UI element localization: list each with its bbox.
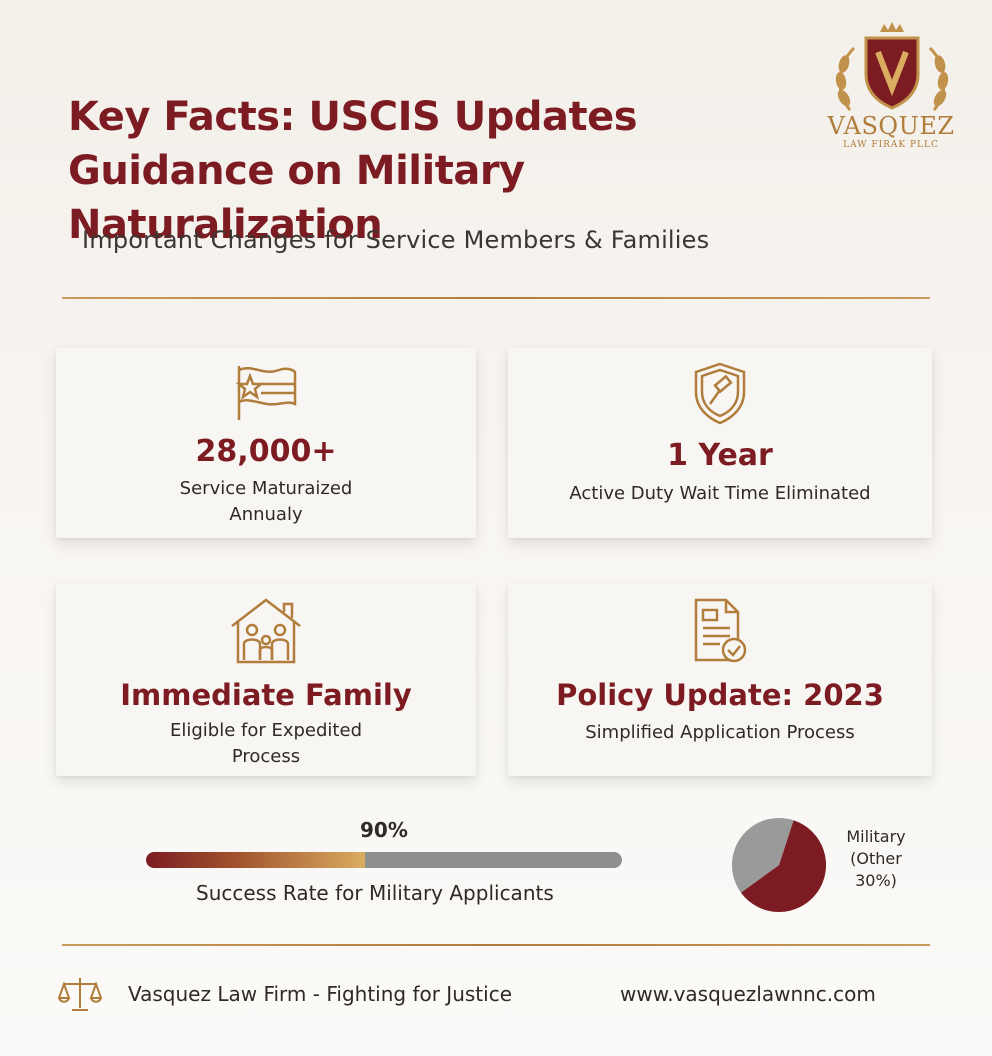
success-rate-bar-fill: [146, 852, 365, 868]
pie-slice-military: [740, 820, 827, 913]
fact-card-service-members: 28,000+ Service Maturaized Annualy: [56, 348, 476, 538]
logo-tagline: LAW FIRAK PLLC: [843, 140, 939, 150]
fact-value: Policy Update: 2023: [556, 678, 884, 712]
header-divider: [62, 297, 930, 299]
fact-description: Simplified Application Process: [585, 722, 855, 743]
pie-slice-other: [731, 817, 794, 893]
fact-card-wait-time: 1 Year Active Duty Wait Time Eliminated: [508, 348, 932, 538]
fact-value: Immediate Family: [120, 678, 412, 712]
pie-legend: Military (Other 30%): [836, 826, 916, 892]
pie-label-line: Military: [846, 827, 906, 846]
footer-firm-text: Vasquez Law Firm - Fighting for Justice: [128, 982, 512, 1006]
fact-card-family: Immediate Family Eligible for Expedited …: [56, 584, 476, 776]
fact-description: Eligible for Expedited Process: [169, 720, 362, 767]
success-rate-percent: 90%: [360, 818, 408, 842]
shield-gavel-icon: [694, 362, 746, 425]
pie-label-line: (Other: [850, 849, 902, 868]
document-check-icon: [694, 598, 747, 663]
success-rate-bar: [146, 852, 622, 868]
fact-value: 28,000+: [195, 434, 337, 469]
fact-description: Active Duty Wait Time Eliminated: [569, 483, 871, 504]
family-house-icon: [231, 598, 301, 664]
logo-wordmark: VASQUEZ: [827, 112, 955, 140]
footer-website-link[interactable]: www.vasquezlawnnc.com: [620, 982, 876, 1006]
fact-card-policy: Policy Update: 2023 Simplified Applicati…: [508, 584, 932, 776]
scales-of-justice-icon: [58, 978, 102, 1011]
success-rate-caption: Success Rate for Military Applicants: [196, 881, 554, 905]
flag-icon: [235, 366, 297, 420]
military-pie-chart: [731, 817, 827, 913]
pie-label-line: 30%): [855, 871, 897, 890]
page-title: Key Facts: USCIS Updates Guidance on Mil…: [68, 94, 638, 248]
fact-value: 1 Year: [667, 438, 773, 473]
page-subtitle: Important Changes for Service Members & …: [82, 226, 710, 254]
footer-divider: [62, 944, 930, 946]
fact-description: Service Maturaized Annualy: [179, 478, 353, 525]
law-firm-logo-icon: [835, 22, 949, 111]
